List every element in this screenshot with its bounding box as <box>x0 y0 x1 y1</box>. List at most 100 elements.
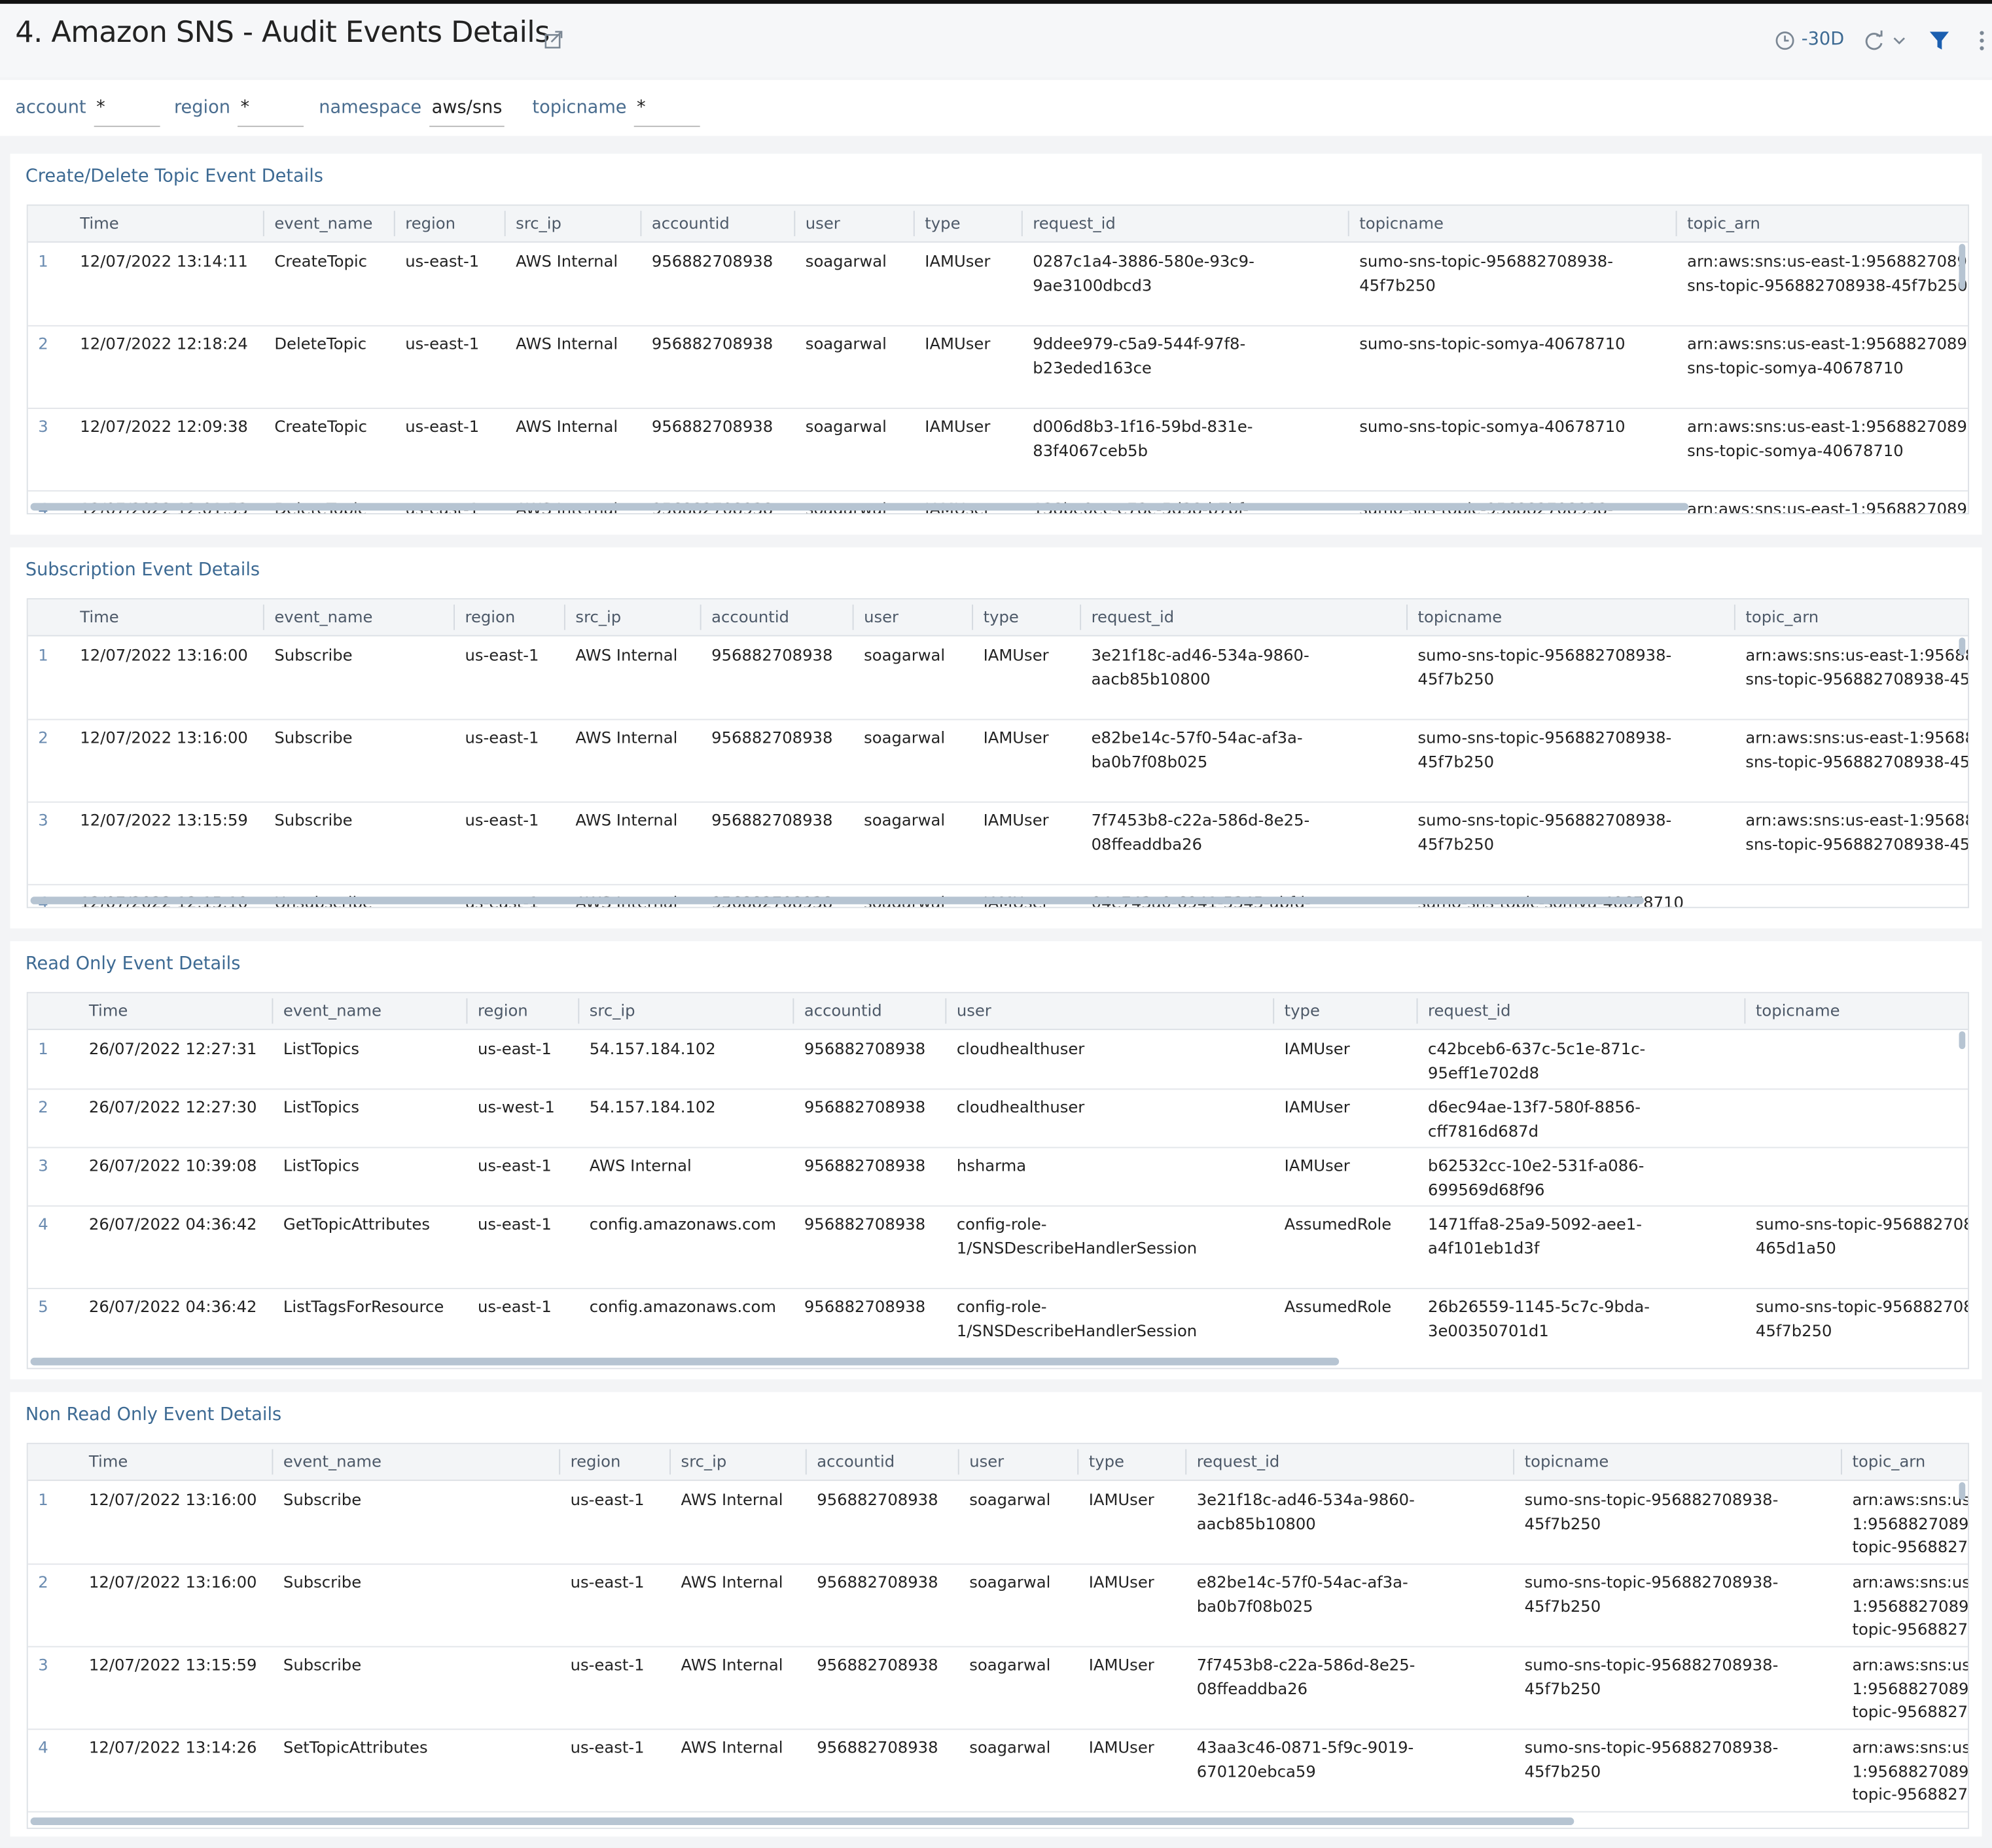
table-cell: 12/07/2022 13:14:11 <box>80 251 248 271</box>
column-header[interactable]: accountid <box>807 1449 959 1475</box>
column-header[interactable]: region <box>560 1449 671 1475</box>
row-number: 1 <box>38 251 48 271</box>
column-header[interactable]: event_name <box>273 998 468 1024</box>
table-cell: sumo-sns-topic-somya-40678710 <box>1359 334 1626 353</box>
column-header[interactable]: src_ip <box>506 211 642 237</box>
table-row: 2 12/07/2022 13:16:00 Subscribe us-east-1 AW… <box>27 1563 1970 1648</box>
column-header[interactable]: Time <box>79 1449 274 1475</box>
column-header[interactable]: user <box>854 604 974 630</box>
table-cell: soagarwal <box>805 334 887 353</box>
column-header[interactable]: event_name <box>264 211 395 237</box>
row-number: 3 <box>38 416 48 436</box>
column-header[interactable]: Time <box>79 998 274 1024</box>
filter: namespace aws/sns <box>319 98 505 128</box>
table-cell: us-east-1 <box>465 728 539 747</box>
table-cell: Subscribe <box>283 1572 362 1591</box>
table-cell: us-east-1 <box>477 1039 552 1058</box>
table-cell: 12/07/2022 13:16:00 <box>88 1572 257 1591</box>
column-header[interactable]: event_name <box>273 1449 561 1475</box>
row-number: 2 <box>38 334 48 353</box>
column-header[interactable]: accountid <box>641 211 796 237</box>
column-header[interactable]: user <box>959 1449 1079 1475</box>
table-row: 3 12/07/2022 12:09:38 CreateTopic us-east-1… <box>27 408 1968 492</box>
column-header[interactable]: event_name <box>264 604 455 630</box>
share-icon[interactable] <box>544 29 564 50</box>
vertical-scrollbar[interactable] <box>1959 637 1966 656</box>
table-cell: 12/07/2022 13:14:26 <box>88 1737 257 1757</box>
column-header[interactable]: topicname <box>1514 1449 1842 1475</box>
column-header[interactable]: topicname <box>1745 999 1968 1024</box>
column-header[interactable]: region <box>395 211 506 237</box>
column-header[interactable]: type <box>1274 998 1418 1024</box>
table-row: 3 26/07/2022 10:39:08 ListTopics us-east-1 A… <box>27 1147 1968 1207</box>
table-cell: d006d8b3-1f16-59bd-831e-83f4067ceb5b <box>1033 416 1253 459</box>
table-cell: ListTopics <box>283 1097 360 1117</box>
column-header[interactable]: Time <box>70 604 264 630</box>
column-header[interactable]: topic_arn <box>1842 1449 1968 1475</box>
table-cell: arn:aws:sns:us-east-1:956882708938:sumo-… <box>1745 728 1970 771</box>
filter-value[interactable]: * <box>634 98 701 128</box>
table-row: 1 12/07/2022 13:14:11 CreateTopic us-east-1… <box>27 243 1970 327</box>
table-cell: arn:aws:sns:us-east-1:956882708938:sumo-… <box>1687 251 1970 294</box>
horizontal-scrollbar[interactable] <box>30 503 1689 511</box>
vertical-scrollbar[interactable] <box>1959 1031 1966 1050</box>
filter-value[interactable]: aws/sns <box>429 98 505 128</box>
vertical-scrollbar[interactable] <box>1959 1482 1966 1501</box>
column-header[interactable]: src_ip <box>579 998 794 1024</box>
row-number: 2 <box>38 1097 48 1117</box>
column-header[interactable]: topic_arn <box>1677 211 1968 236</box>
column-header[interactable]: type <box>1078 1449 1187 1475</box>
table-cell: sumo-sns-topic-somya-40678710 <box>1359 416 1626 436</box>
vertical-scrollbar[interactable] <box>1959 243 1966 290</box>
table-cell: 7f7453b8-c22a-586d-8e25-08ffeaddba26 <box>1091 810 1310 853</box>
filter-value[interactable]: * <box>238 98 304 128</box>
panel-title: Non Read Only Event Details <box>25 1404 282 1425</box>
horizontal-scrollbar[interactable] <box>30 1817 1574 1826</box>
table-cell: sumo-sns-topic-956882708938-45f7b250 <box>1755 1296 1968 1340</box>
time-range[interactable]: -30D <box>1801 29 1845 50</box>
filter-icon[interactable] <box>1929 29 1951 52</box>
column-header[interactable]: user <box>946 998 1275 1024</box>
table-cell: arn:aws:sns:us-east-1:956882708938:sumo-… <box>1852 1572 1970 1646</box>
column-header[interactable]: topicname <box>1349 211 1677 237</box>
horizontal-scrollbar[interactable] <box>30 1357 1340 1366</box>
column-header[interactable]: request_id <box>1023 211 1349 237</box>
clock-icon[interactable] <box>1775 31 1795 51</box>
table-cell: us-east-1 <box>477 1156 552 1175</box>
table-cell: 26b26559-1145-5c7c-9bda-3e00350701d1 <box>1428 1296 1650 1340</box>
column-header[interactable]: region <box>455 604 565 630</box>
table-cell: 54.157.184.102 <box>589 1039 716 1058</box>
horizontal-scrollbar[interactable] <box>30 897 1645 904</box>
column-header[interactable]: user <box>795 211 915 237</box>
column-header[interactable]: type <box>915 211 1023 237</box>
column-header[interactable]: topic_arn <box>1735 605 1968 630</box>
column-header[interactable]: type <box>973 604 1082 630</box>
table-cell: sumo-sns-topic-956882708938-45f7b250 <box>1359 251 1614 294</box>
refresh-icon[interactable] <box>1864 29 1910 52</box>
table-row: 1 12/07/2022 13:16:00 Subscribe us-east-1 AW… <box>27 636 1968 720</box>
filter: region * <box>174 98 304 128</box>
column-header[interactable]: accountid <box>702 604 854 630</box>
column-header[interactable]: src_ip <box>671 1449 807 1475</box>
row-number: 3 <box>38 810 48 830</box>
column-header[interactable]: src_ip <box>565 604 702 630</box>
column-header[interactable]: region <box>467 998 580 1024</box>
header: 4. Amazon SNS - Audit Events Details -30… <box>0 3 1992 78</box>
column-header[interactable]: topicname <box>1408 604 1735 630</box>
table-cell: 43aa3c46-0871-5f9c-9019-670120ebca59 <box>1196 1737 1414 1781</box>
column-header[interactable]: accountid <box>794 998 947 1024</box>
more-icon[interactable] <box>1977 29 1987 52</box>
table-cell: 1471ffa8-25a9-5092-aee1-a4f101eb1d3f <box>1428 1214 1642 1257</box>
table-cell: 12/07/2022 13:15:59 <box>88 1654 257 1675</box>
row-number: 2 <box>38 728 48 747</box>
column-header[interactable]: Time <box>70 211 264 237</box>
filter-value[interactable]: * <box>94 98 160 128</box>
column-header[interactable]: request_id <box>1418 998 1746 1024</box>
table-cell: 956882708938 <box>804 1296 926 1316</box>
column-header[interactable]: request_id <box>1186 1449 1515 1475</box>
table-row: 2 26/07/2022 12:27:30 ListTopics us-west-1 5… <box>27 1088 1968 1148</box>
table-row: 1 26/07/2022 12:27:31 ListTopics us-east-1 5… <box>27 1030 1968 1090</box>
table-cell: e82be14c-57f0-54ac-af3a-ba0b7f08b025 <box>1091 728 1303 771</box>
table-cell: 956882708938 <box>651 251 774 271</box>
column-header[interactable]: request_id <box>1081 604 1408 630</box>
